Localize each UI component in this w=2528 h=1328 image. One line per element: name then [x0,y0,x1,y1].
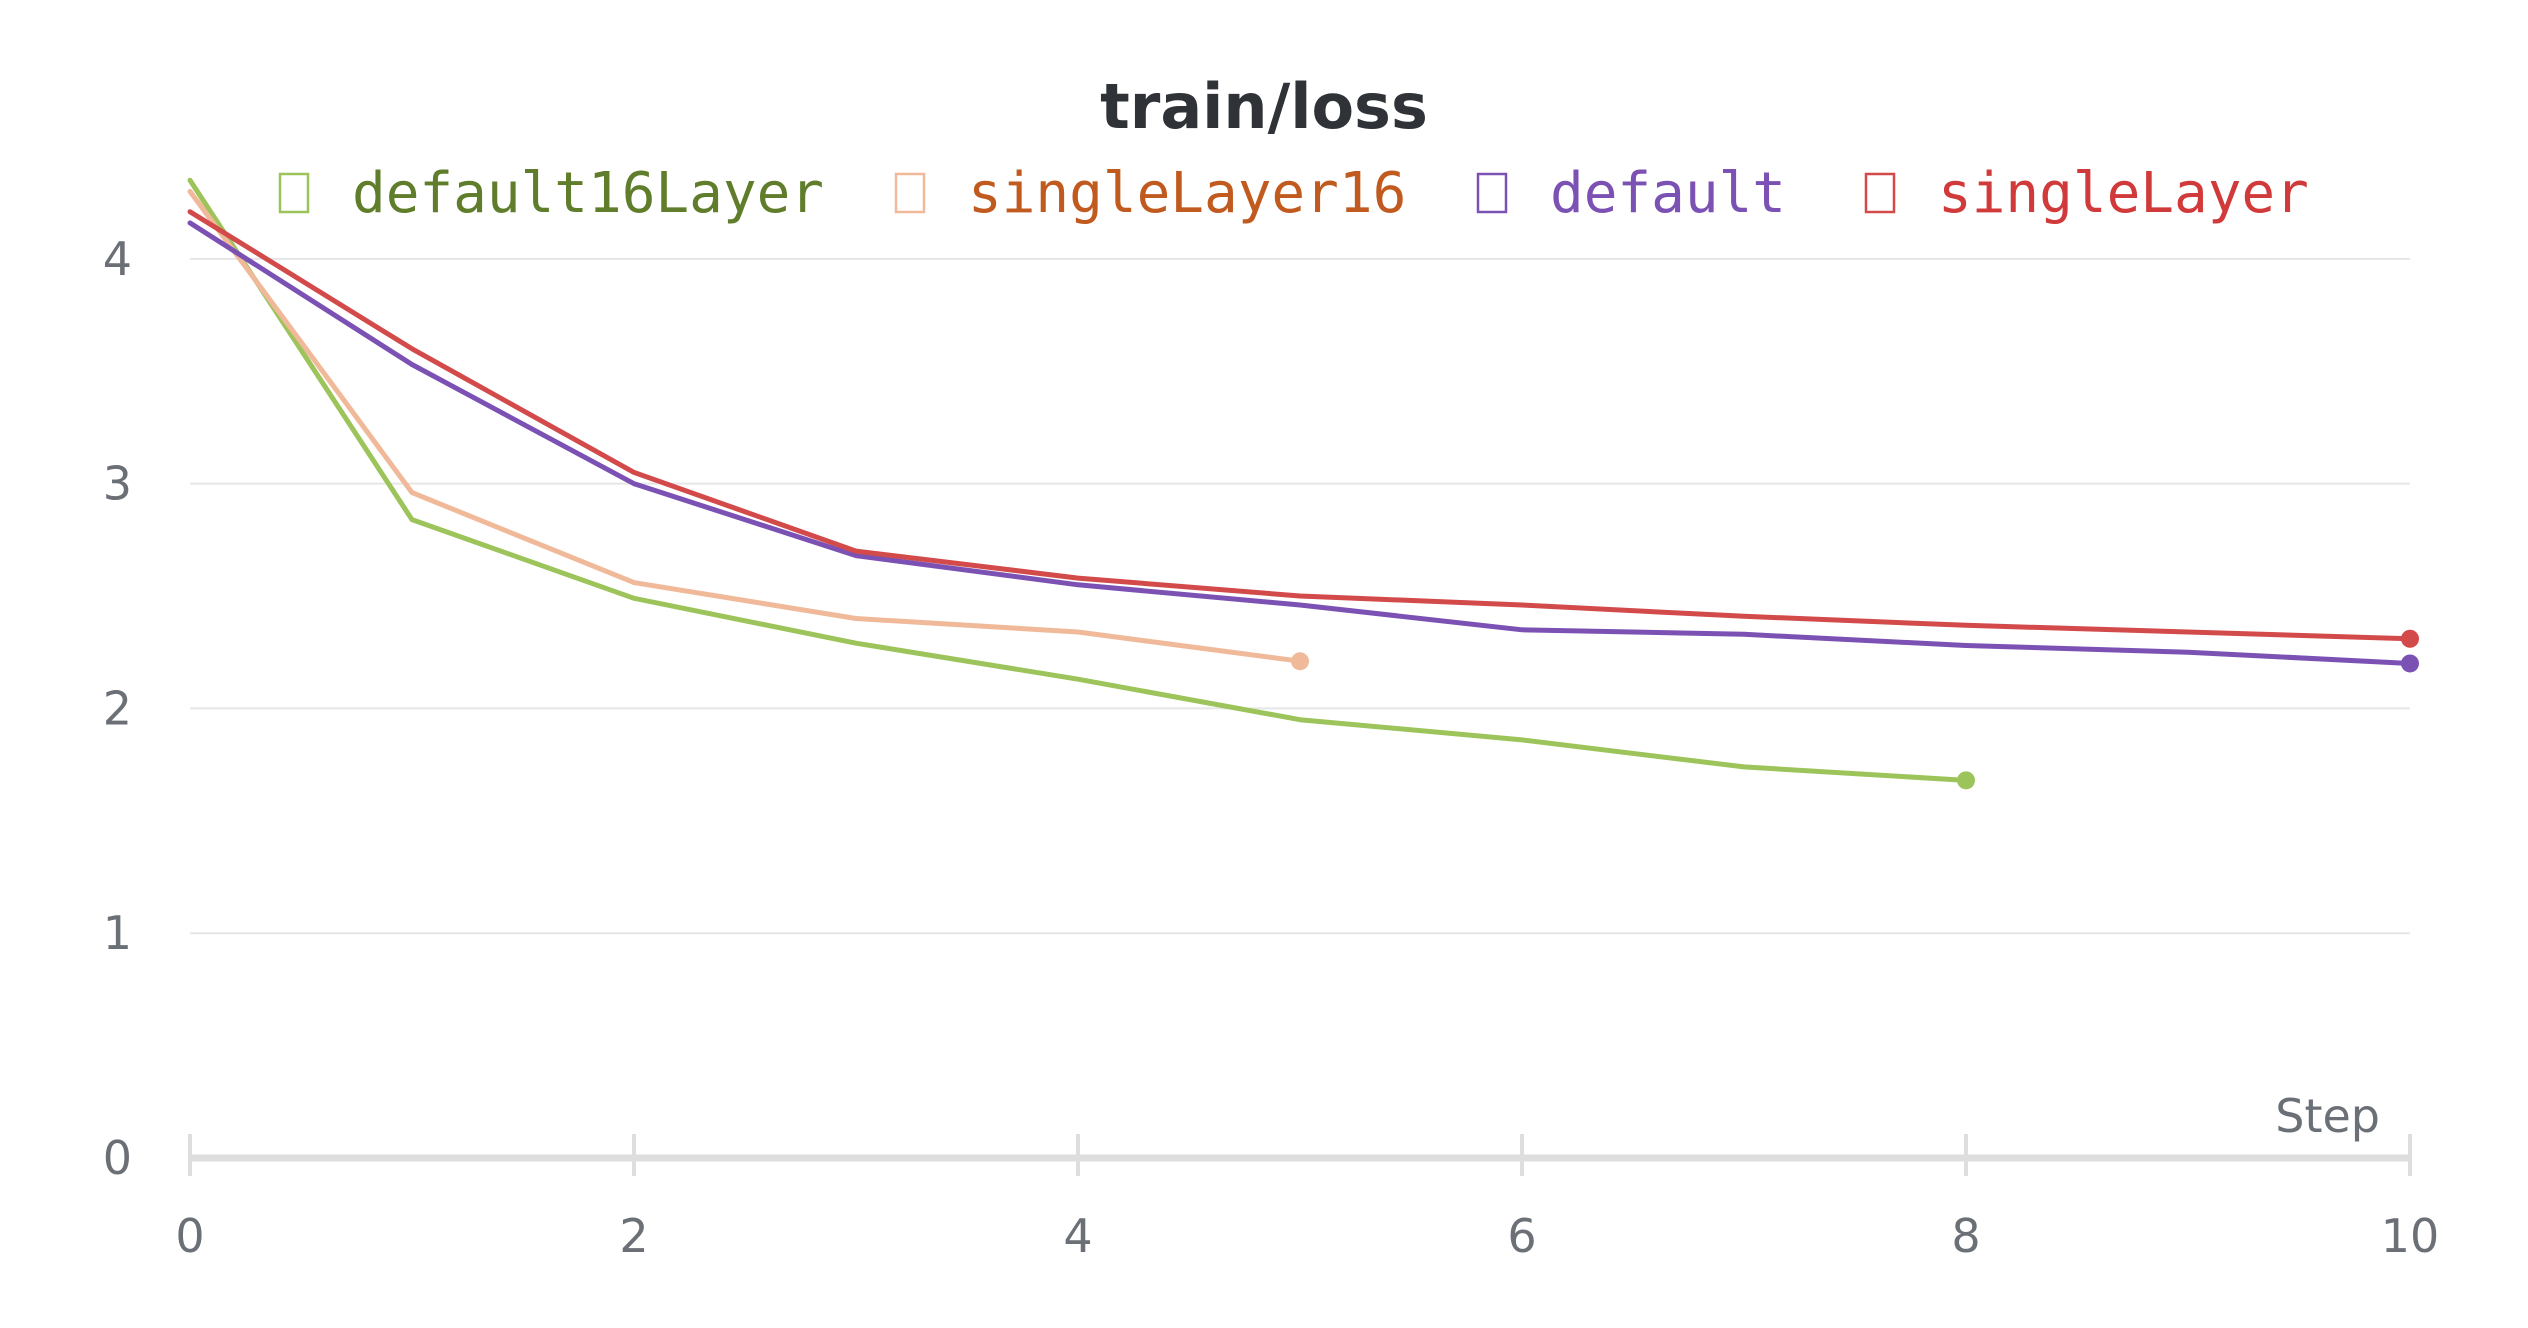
y-tick-label: 0 [103,1131,132,1185]
x-tick-label: 2 [619,1209,648,1263]
legend-swatch-singleLayer16[interactable] [894,172,926,214]
x-tick-label: 0 [175,1209,204,1263]
x-tick-label: 10 [2381,1209,2440,1263]
x-tick-label: 4 [1063,1209,1092,1263]
legend-swatch-singleLayer[interactable] [1864,172,1896,214]
chart-title: train/loss [1100,70,1428,143]
legend-swatch-default[interactable] [1476,172,1508,214]
y-axis-ticks: 0 1 2 3 4 [103,232,132,1185]
series-line-default16Layer [187,177,1969,783]
x-tick-label: 8 [1951,1209,1980,1263]
series-end-point-singleLayer [2401,629,2419,648]
legend-label-singleLayer16[interactable]: singleLayer16 [968,161,1406,226]
y-tick-label: 4 [103,232,132,286]
legend-label-singleLayer[interactable]: singleLayer [1938,161,2309,226]
series-end-point-singleLayer16 [1291,652,1309,671]
legend-label-default16Layer[interactable]: default16Layer [352,161,824,226]
x-axis [188,1134,2412,1176]
legend: default16Layer singleLayer16 default single… [278,161,2309,226]
x-tick-label: 6 [1507,1209,1536,1263]
legend-label-default[interactable]: default [1550,161,1786,226]
series-line-singleLayer16 [187,188,1303,664]
series-lines [187,177,2419,790]
series-line-default [187,220,2413,666]
grid-lines [190,257,2410,935]
x-axis-ticks: 0 2 4 6 8 10 [175,1209,2439,1263]
series-end-point-default [2401,654,2419,673]
series-line-singleLayer [187,209,2413,642]
y-tick-label: 2 [103,681,132,735]
y-tick-label: 3 [103,457,132,511]
series-end-point-default16Layer [1957,771,1975,790]
x-axis-label: Step [2275,1089,2380,1143]
y-tick-label: 1 [103,906,132,960]
legend-swatch-default16Layer[interactable] [278,172,310,214]
